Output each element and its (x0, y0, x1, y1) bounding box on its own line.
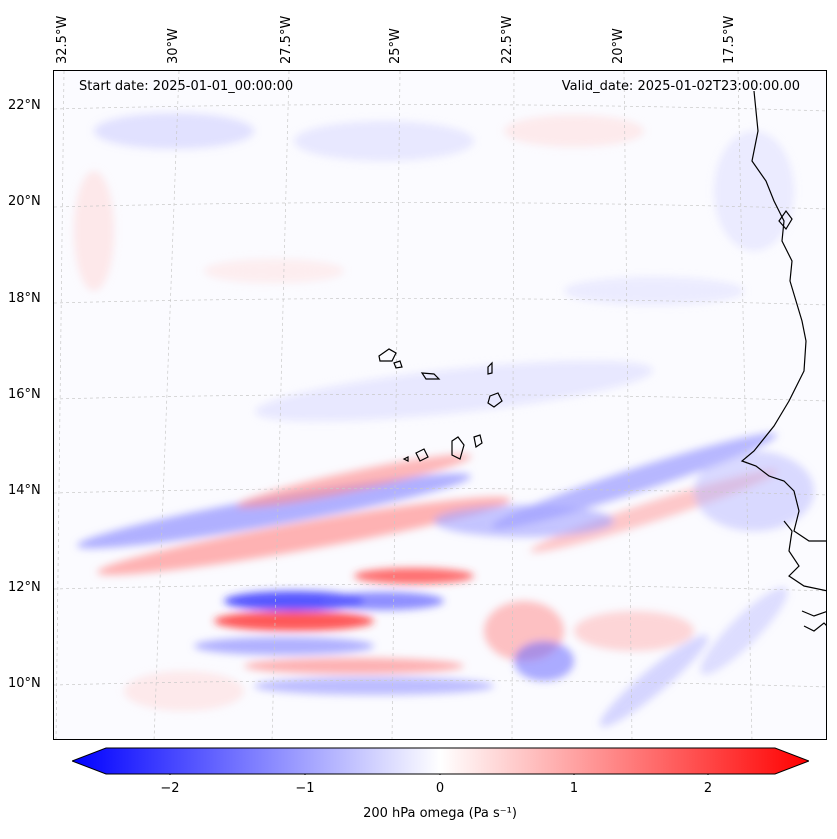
lon-label: 25°W (388, 28, 403, 64)
lat-label: 22°N (8, 98, 41, 113)
omega-shading (74, 113, 814, 727)
lat-label: 18°N (8, 291, 41, 306)
lon-label: 32.5°W (55, 15, 70, 64)
colorbar-tick-label: 0 (435, 781, 445, 796)
lon-label: 20°W (611, 28, 626, 64)
omega-field-map (54, 71, 826, 739)
map-panel (53, 70, 827, 740)
lat-label: 20°N (8, 194, 41, 209)
coastline (378, 90, 826, 632)
lon-label: 17.5°W (722, 15, 737, 64)
colorbar-tick-label: −1 (295, 781, 315, 796)
colorbar-label: 200 hPa omega (Pa s⁻¹) (363, 806, 517, 821)
lat-label: 16°N (8, 387, 41, 402)
valid-date-label: Valid_date: 2025-01-02T23:00:00.00 (561, 79, 800, 94)
lat-label: 10°N (8, 676, 41, 691)
lon-label: 27.5°W (279, 15, 294, 64)
lon-label: 30°W (166, 28, 181, 64)
colorbar-tick-label: −2 (160, 781, 180, 796)
gridlines (54, 71, 826, 739)
colorbar-gradient (72, 747, 809, 775)
colorbar-tick-label: 2 (703, 781, 713, 796)
colorbar (72, 747, 809, 775)
colorbar-tick-label: 1 (569, 781, 579, 796)
lat-label: 14°N (8, 483, 41, 498)
start-date-label: Start date: 2025-01-01_00:00:00 (79, 79, 294, 94)
lon-label: 22.5°W (500, 15, 515, 64)
lat-label: 12°N (8, 580, 41, 595)
